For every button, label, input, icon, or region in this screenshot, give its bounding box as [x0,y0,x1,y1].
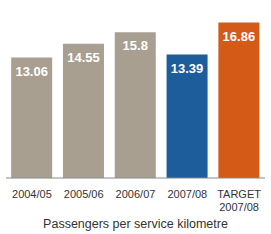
svg-text:14.55: 14.55 [67,50,100,65]
svg-text:TARGET2007/08: TARGET2007/08 [217,188,261,213]
svg-text:13.39: 13.39 [171,61,204,76]
svg-text:2007/08: 2007/08 [167,188,207,200]
svg-text:Passengers per service kilomet: Passengers per service kilometre [43,217,228,231]
svg-text:16.86: 16.86 [223,29,256,44]
svg-text:2004/05: 2004/05 [12,188,52,200]
svg-text:13.06: 13.06 [15,64,48,79]
svg-text:2005/06: 2005/06 [64,188,104,200]
svg-text:2006/07: 2006/07 [116,188,156,200]
svg-text:15.8: 15.8 [123,38,148,53]
